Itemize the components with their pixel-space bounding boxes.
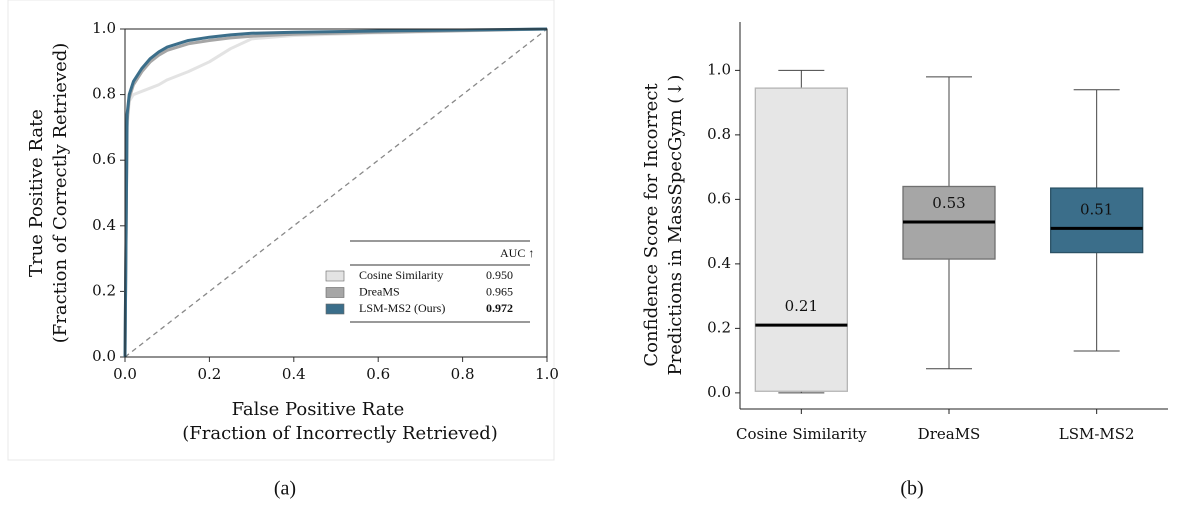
median-label: 0.51 xyxy=(1080,200,1113,218)
y-axis-label: (Fraction of Correctly Retrieved) xyxy=(50,43,71,344)
legend-swatch xyxy=(325,270,345,282)
x-tick-label: 0.2 xyxy=(197,365,221,383)
legend-auc: 0.965 xyxy=(486,284,513,298)
y-tick-label: 0.6 xyxy=(92,150,116,168)
panel-frame xyxy=(7,0,555,461)
plot-frame xyxy=(124,28,548,358)
legend-swatch xyxy=(325,287,345,298)
median-label: 0.21 xyxy=(785,297,818,315)
y-tick-label: 0.8 xyxy=(707,125,731,143)
x-axis-label: False Positive Rate xyxy=(232,399,405,420)
x-tick-label: Cosine Similarity xyxy=(736,425,867,443)
y-axis-label: Confidence Score for Incorrect xyxy=(641,83,662,367)
roc-line xyxy=(123,27,548,358)
y-tick-label: 0.0 xyxy=(92,347,116,365)
y-axis-label: Predictions in MassSpecGym (↓) xyxy=(665,75,686,376)
y-tick-label: 0.8 xyxy=(92,85,116,103)
y-axis-label: True Positive Rate xyxy=(26,109,47,277)
x-tick-label: DreaMS xyxy=(918,425,981,443)
x-tick-label: 0.0 xyxy=(113,365,137,383)
caption: (b) xyxy=(900,478,923,500)
y-tick-label: 0.2 xyxy=(92,281,116,299)
y-tick-label: 0.4 xyxy=(92,216,116,234)
y-tick-label: 0.2 xyxy=(707,318,731,336)
x-tick-label: 1.0 xyxy=(535,365,559,383)
legend-label: LSM-MS2 (Ours) xyxy=(359,301,445,315)
caption: (a) xyxy=(274,478,296,500)
x-tick-label: 0.6 xyxy=(366,365,390,383)
legend-auc: 0.972 xyxy=(486,301,513,315)
y-tick-label: 1.0 xyxy=(707,60,731,78)
x-tick-label: 0.4 xyxy=(282,365,306,383)
legend-auc: 0.950 xyxy=(486,268,513,282)
y-tick-label: 0.0 xyxy=(707,383,731,401)
x-tick-label: LSM-MS2 xyxy=(1059,425,1135,443)
box xyxy=(1050,187,1144,254)
y-tick-label: 0.4 xyxy=(707,254,731,272)
diagonal xyxy=(124,28,548,358)
box xyxy=(754,87,848,392)
x-tick-label: 0.8 xyxy=(451,365,475,383)
x-axis-label: (Fraction of Incorrectly Retrieved) xyxy=(182,423,498,444)
legend-header: AUC ↑ xyxy=(500,246,534,260)
y-tick-label: 1.0 xyxy=(92,19,116,37)
median-label: 0.53 xyxy=(932,194,965,212)
legend-label: DreaMS xyxy=(359,284,400,298)
y-tick-label: 0.6 xyxy=(707,189,731,207)
legend-swatch xyxy=(325,303,345,315)
legend-label: Cosine Similarity xyxy=(359,268,443,282)
